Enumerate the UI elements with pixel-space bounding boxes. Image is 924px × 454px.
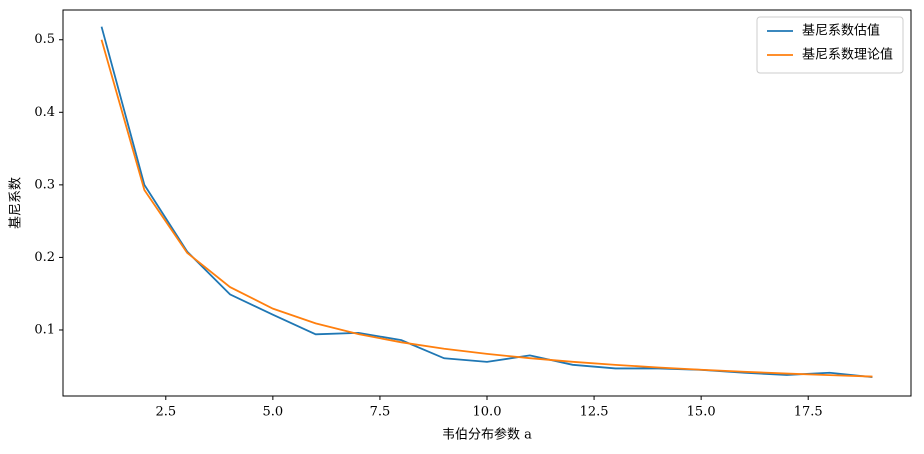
plot-frame: [62, 9, 912, 397]
x-tick-label: 12.5: [580, 405, 609, 420]
y-tick-label: 0.5: [34, 32, 55, 47]
legend-box: [756, 16, 904, 74]
x-axis-label: 韦伯分布参数 a: [442, 427, 532, 443]
y-tick-label: 0.1: [34, 322, 55, 337]
y-tick-label: 0.4: [34, 105, 55, 120]
x-tick-label: 7.5: [370, 405, 391, 420]
x-tick-label: 2.5: [155, 405, 176, 420]
x-tick-label: 5.0: [263, 405, 284, 420]
line-series: [100, 39, 873, 378]
y-tick-label: 0.2: [34, 250, 55, 265]
y-axis-label: 基尼系数: [9, 177, 24, 229]
y-tick-label: 0.3: [34, 177, 55, 192]
x-tick-label: 17.5: [794, 405, 823, 420]
legend-label: 基尼系数估值: [802, 23, 880, 39]
line-series: [100, 26, 873, 379]
x-tick-label: 10.0: [473, 405, 502, 420]
x-tick-label: 15.0: [687, 405, 716, 420]
legend-label: 基尼系数理论值: [802, 47, 893, 63]
